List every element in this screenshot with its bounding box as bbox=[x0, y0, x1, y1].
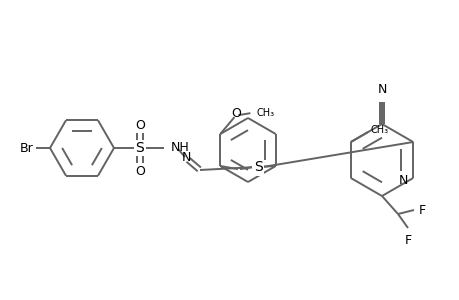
Text: N: N bbox=[398, 173, 407, 187]
Text: F: F bbox=[418, 203, 425, 217]
Text: O: O bbox=[135, 118, 145, 131]
Text: F: F bbox=[403, 234, 411, 247]
Text: Br: Br bbox=[20, 142, 34, 154]
Text: NH: NH bbox=[171, 140, 190, 154]
Text: O: O bbox=[231, 106, 241, 120]
Text: N: N bbox=[376, 83, 386, 96]
Text: O: O bbox=[135, 164, 145, 178]
Text: CH₃: CH₃ bbox=[256, 108, 274, 118]
Text: S: S bbox=[253, 160, 262, 174]
Text: S: S bbox=[135, 141, 144, 155]
Text: CH₃: CH₃ bbox=[369, 125, 387, 135]
Text: N: N bbox=[181, 151, 190, 164]
